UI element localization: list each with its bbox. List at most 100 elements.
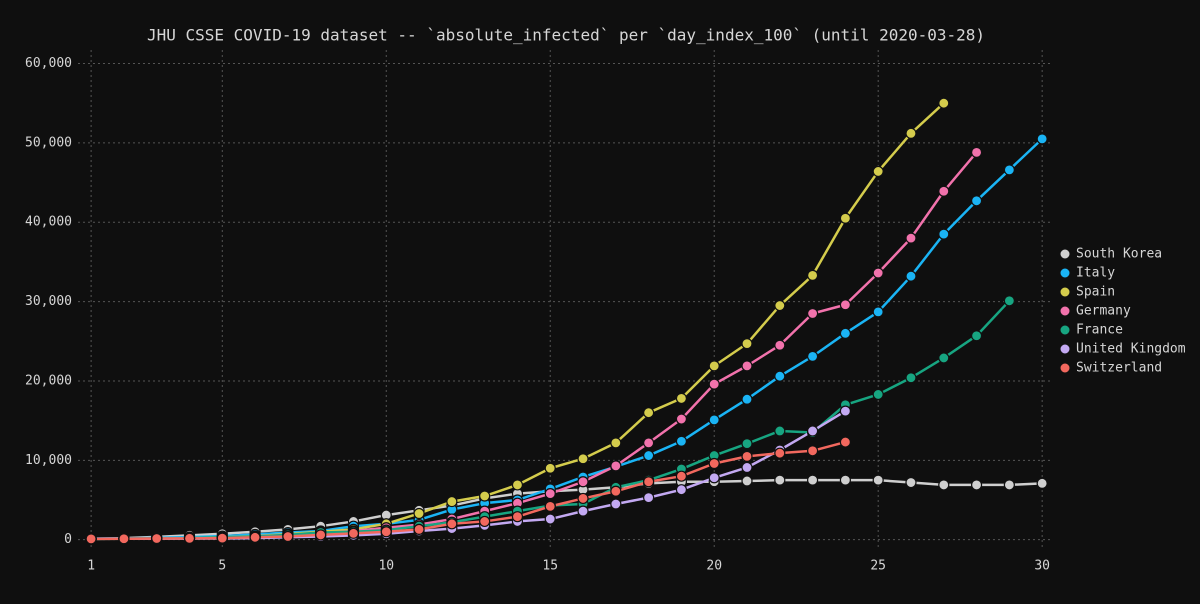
data-point <box>741 475 753 487</box>
x-tick-label: 20 <box>706 559 722 574</box>
data-point <box>872 388 884 401</box>
data-point <box>741 360 753 372</box>
data-point <box>708 378 720 390</box>
data-point <box>839 299 851 311</box>
data-point <box>413 507 425 520</box>
data-point <box>839 212 851 224</box>
legend-marker <box>1059 305 1071 317</box>
data-point <box>938 228 950 240</box>
data-point <box>183 532 196 544</box>
data-point <box>708 472 720 484</box>
x-tick-label: 1 <box>87 559 95 574</box>
legend-marker <box>1059 286 1071 298</box>
y-tick-label: 40,000 <box>25 215 72 230</box>
data-point <box>610 437 622 449</box>
data-point <box>1036 133 1048 145</box>
data-point <box>544 513 556 525</box>
data-point <box>511 479 524 491</box>
data-point <box>806 425 819 437</box>
data-point <box>905 232 917 244</box>
data-point <box>872 306 884 318</box>
data-point <box>708 457 720 470</box>
legend-marker <box>1059 362 1071 374</box>
x-tick-label: 25 <box>870 559 886 574</box>
data-point <box>643 407 655 419</box>
data-point <box>315 529 327 541</box>
data-point <box>1036 477 1048 489</box>
legend-label: Germany <box>1076 304 1131 319</box>
data-point <box>741 461 753 474</box>
data-point <box>839 327 851 339</box>
y-tick-label: 20,000 <box>25 373 72 388</box>
data-point <box>905 127 917 139</box>
data-point <box>872 267 884 279</box>
data-point <box>938 97 950 109</box>
data-point <box>872 474 884 486</box>
data-point <box>741 393 753 405</box>
data-point <box>774 474 786 486</box>
data-point <box>643 476 655 488</box>
legend-label: Italy <box>1076 266 1115 281</box>
data-point <box>479 490 491 502</box>
data-point <box>839 405 851 417</box>
y-tick-label: 30,000 <box>25 294 72 309</box>
data-point <box>905 372 917 384</box>
data-point <box>282 530 294 543</box>
data-point <box>249 531 261 543</box>
data-point <box>806 307 819 320</box>
data-point <box>675 435 688 447</box>
data-point <box>380 526 392 538</box>
data-point <box>806 350 819 362</box>
data-point <box>544 488 556 500</box>
data-point <box>151 532 163 545</box>
y-tick-label: 50,000 <box>25 135 72 150</box>
data-point <box>577 476 589 488</box>
data-point <box>216 532 228 544</box>
y-tick-label: 60,000 <box>25 56 72 71</box>
data-point <box>511 511 524 523</box>
data-point <box>347 527 360 539</box>
legend-marker <box>1059 343 1071 355</box>
data-point <box>479 515 491 528</box>
data-point <box>1003 479 1015 491</box>
data-point <box>806 269 819 281</box>
data-point <box>675 484 688 496</box>
data-point <box>774 339 786 351</box>
data-point <box>577 505 589 517</box>
data-point <box>544 500 556 512</box>
data-point <box>577 453 589 465</box>
data-point <box>774 447 786 459</box>
x-tick-label: 5 <box>218 559 226 574</box>
y-tick-label: 0 <box>64 532 72 547</box>
legend-marker <box>1059 248 1071 260</box>
data-point <box>872 165 884 178</box>
legend-label: Switzerland <box>1076 361 1162 376</box>
data-point <box>970 479 983 491</box>
legend-label: South Korea <box>1076 247 1162 262</box>
y-tick-label: 10,000 <box>25 453 72 468</box>
data-point <box>839 436 851 448</box>
data-point <box>610 485 622 497</box>
legend-label: Spain <box>1076 285 1115 300</box>
data-point <box>938 185 950 197</box>
data-point <box>905 476 917 489</box>
legend-label: France <box>1076 323 1123 338</box>
legend-label: United Kingdom <box>1076 342 1186 357</box>
data-point <box>675 413 688 425</box>
data-point <box>970 330 983 342</box>
chart-title: JHU CSSE COVID-19 dataset -- `absolute_i… <box>147 26 985 45</box>
data-point <box>1003 295 1015 307</box>
legend-marker <box>1059 324 1071 336</box>
data-point <box>675 470 688 482</box>
data-point <box>806 474 819 486</box>
data-point <box>577 492 589 505</box>
series-line <box>91 102 945 541</box>
data-point <box>1003 164 1015 176</box>
data-point <box>446 495 458 508</box>
data-point <box>774 299 786 312</box>
data-point <box>610 498 622 510</box>
x-tick-label: 10 <box>378 559 394 574</box>
data-point <box>643 449 655 462</box>
data-point <box>938 352 950 364</box>
